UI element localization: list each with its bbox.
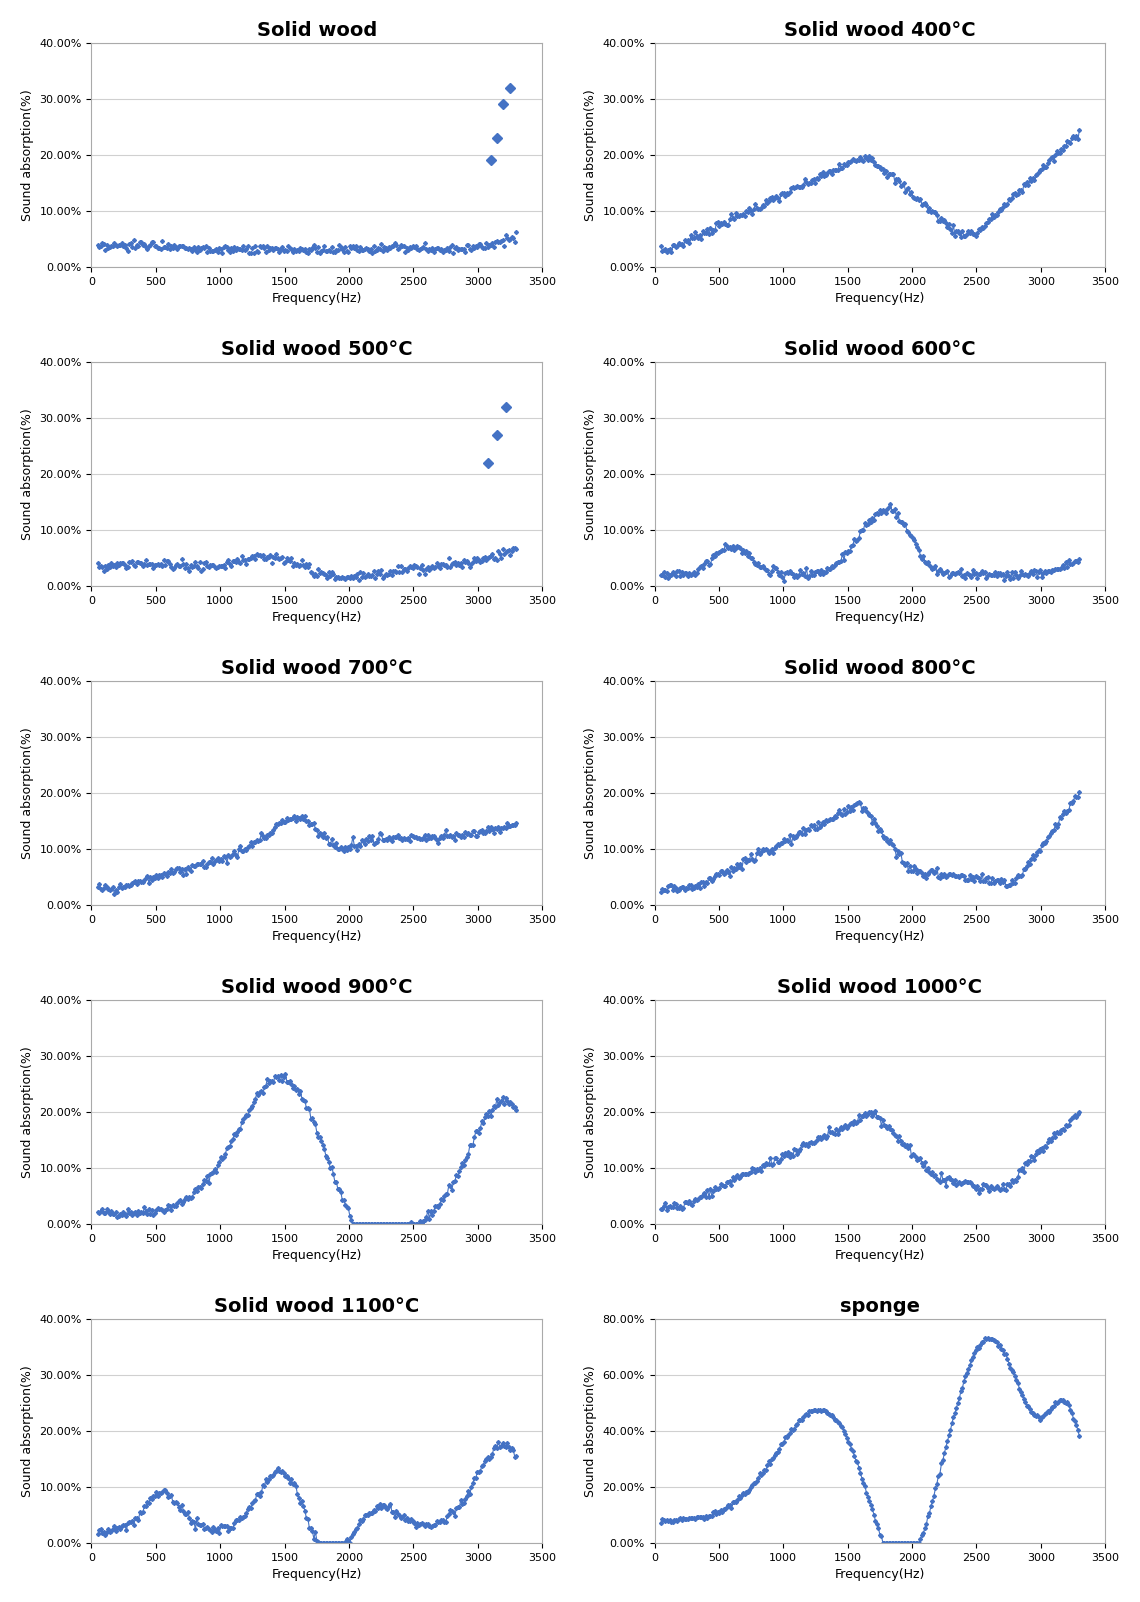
X-axis label: Frequency(Hz): Frequency(Hz) [834, 1250, 925, 1262]
X-axis label: Frequency(Hz): Frequency(Hz) [834, 292, 925, 304]
Y-axis label: Sound absorption(%): Sound absorption(%) [584, 1365, 597, 1496]
X-axis label: Frequency(Hz): Frequency(Hz) [271, 931, 363, 944]
Y-axis label: Sound absorption(%): Sound absorption(%) [21, 90, 34, 221]
Y-axis label: Sound absorption(%): Sound absorption(%) [21, 1046, 34, 1177]
Y-axis label: Sound absorption(%): Sound absorption(%) [584, 409, 597, 540]
Title: Solid wood 900°C: Solid wood 900°C [221, 977, 413, 996]
X-axis label: Frequency(Hz): Frequency(Hz) [834, 610, 925, 625]
Title: Solid wood 700°C: Solid wood 700°C [221, 658, 413, 678]
Y-axis label: Sound absorption(%): Sound absorption(%) [584, 90, 597, 221]
X-axis label: Frequency(Hz): Frequency(Hz) [271, 1250, 363, 1262]
Title: sponge: sponge [840, 1298, 920, 1315]
Title: Solid wood 1000°C: Solid wood 1000°C [777, 977, 983, 996]
Title: Solid wood 600°C: Solid wood 600°C [784, 340, 976, 359]
X-axis label: Frequency(Hz): Frequency(Hz) [271, 292, 363, 304]
Y-axis label: Sound absorption(%): Sound absorption(%) [584, 727, 597, 859]
Y-axis label: Sound absorption(%): Sound absorption(%) [21, 727, 34, 859]
Title: Solid wood 500°C: Solid wood 500°C [221, 340, 413, 359]
X-axis label: Frequency(Hz): Frequency(Hz) [834, 931, 925, 944]
Y-axis label: Sound absorption(%): Sound absorption(%) [21, 409, 34, 540]
Title: Solid wood 800°C: Solid wood 800°C [784, 658, 976, 678]
Title: Solid wood: Solid wood [256, 21, 377, 40]
Title: Solid wood 1100°C: Solid wood 1100°C [214, 1298, 420, 1315]
X-axis label: Frequency(Hz): Frequency(Hz) [271, 1568, 363, 1581]
Title: Solid wood 400°C: Solid wood 400°C [784, 21, 976, 40]
X-axis label: Frequency(Hz): Frequency(Hz) [271, 610, 363, 625]
Y-axis label: Sound absorption(%): Sound absorption(%) [584, 1046, 597, 1177]
Y-axis label: Sound absorption(%): Sound absorption(%) [21, 1365, 34, 1496]
X-axis label: Frequency(Hz): Frequency(Hz) [834, 1568, 925, 1581]
